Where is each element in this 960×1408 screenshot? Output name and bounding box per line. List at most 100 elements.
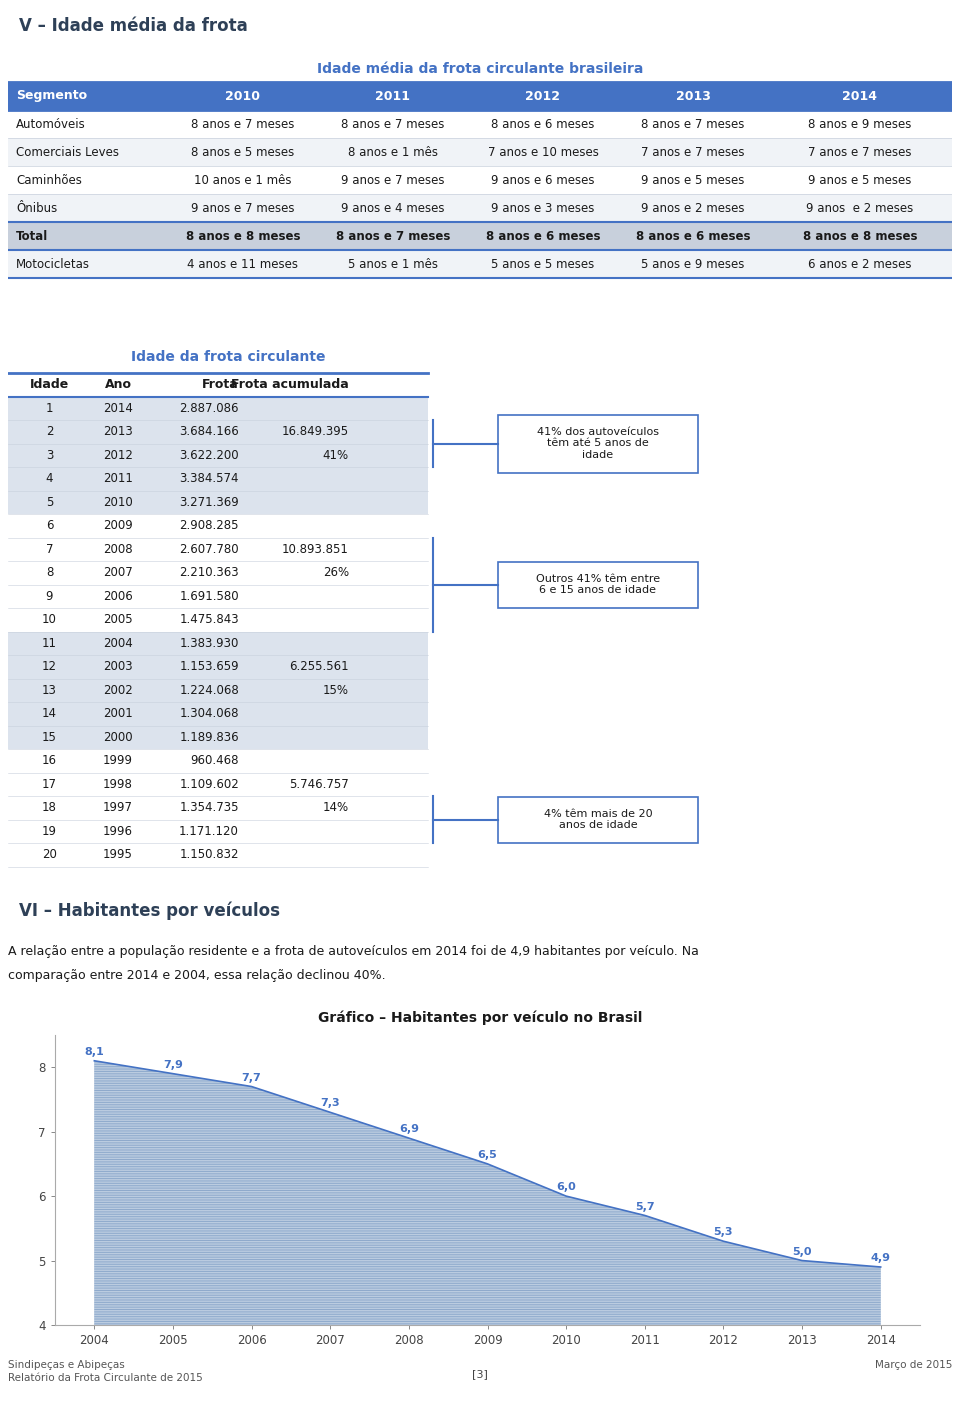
Text: 8 anos e 8 meses: 8 anos e 8 meses xyxy=(185,230,300,242)
Text: 4: 4 xyxy=(46,472,53,486)
Text: Comerciais Leves: Comerciais Leves xyxy=(16,145,119,159)
Text: 1.150.832: 1.150.832 xyxy=(180,848,239,862)
Text: 2014: 2014 xyxy=(843,90,877,103)
Text: 3.384.574: 3.384.574 xyxy=(180,472,239,486)
Text: 6 anos e 2 meses: 6 anos e 2 meses xyxy=(808,258,912,270)
Text: 1.383.930: 1.383.930 xyxy=(180,636,239,649)
Text: 6,5: 6,5 xyxy=(478,1150,497,1160)
Text: 14%: 14% xyxy=(323,801,349,814)
Text: 5 anos e 1 mês: 5 anos e 1 mês xyxy=(348,258,438,270)
Text: 2006: 2006 xyxy=(103,590,132,603)
Text: 7 anos e 7 meses: 7 anos e 7 meses xyxy=(641,145,745,159)
Text: 8 anos e 8 meses: 8 anos e 8 meses xyxy=(803,230,917,242)
Text: 7,7: 7,7 xyxy=(242,1073,261,1083)
Text: 11: 11 xyxy=(42,636,57,649)
Text: Automóveis: Automóveis xyxy=(16,117,85,131)
Text: 13: 13 xyxy=(42,684,57,697)
Text: 15: 15 xyxy=(42,731,57,743)
Text: 8 anos e 6 meses: 8 anos e 6 meses xyxy=(636,230,751,242)
Bar xyxy=(8,138,952,166)
Text: 9 anos e 7 meses: 9 anos e 7 meses xyxy=(341,173,444,186)
Text: 2002: 2002 xyxy=(103,684,132,697)
Text: 2.887.086: 2.887.086 xyxy=(180,401,239,415)
Text: 5 anos e 9 meses: 5 anos e 9 meses xyxy=(641,258,745,270)
Text: 2011: 2011 xyxy=(375,90,411,103)
Text: Segmento: Segmento xyxy=(16,90,87,103)
Text: Frota acumulada: Frota acumulada xyxy=(231,379,349,391)
Text: 17: 17 xyxy=(42,777,57,791)
Text: 1.475.843: 1.475.843 xyxy=(180,614,239,627)
Text: 2012: 2012 xyxy=(103,449,132,462)
Text: 8: 8 xyxy=(46,566,53,579)
Text: 5,0: 5,0 xyxy=(792,1246,812,1257)
Text: 4,9: 4,9 xyxy=(871,1253,891,1263)
Text: 12: 12 xyxy=(42,660,57,673)
Text: comparação entre 2014 e 2004, essa relação declinou 40%.: comparação entre 2014 e 2004, essa relaç… xyxy=(8,970,386,983)
Text: 41% dos autoveículos
têm até 5 anos de
idade: 41% dos autoveículos têm até 5 anos de i… xyxy=(537,427,659,460)
Text: 4 anos e 11 meses: 4 anos e 11 meses xyxy=(187,258,299,270)
Bar xyxy=(8,703,428,725)
Text: V – Idade média da frota: V – Idade média da frota xyxy=(19,17,248,35)
Text: 8 anos e 7 meses: 8 anos e 7 meses xyxy=(336,230,450,242)
Text: Ano: Ano xyxy=(105,379,132,391)
Text: 2014: 2014 xyxy=(103,401,132,415)
Text: 1999: 1999 xyxy=(103,755,133,767)
Bar xyxy=(8,584,428,608)
Bar xyxy=(8,538,428,560)
Text: 1.224.068: 1.224.068 xyxy=(180,684,239,697)
Bar xyxy=(8,796,428,819)
Text: 16: 16 xyxy=(42,755,57,767)
Text: Outros 41% têm entre
6 e 15 anos de idade: Outros 41% têm entre 6 e 15 anos de idad… xyxy=(536,573,660,596)
Text: 1.153.659: 1.153.659 xyxy=(180,660,239,673)
Text: 8 anos e 6 meses: 8 anos e 6 meses xyxy=(492,117,594,131)
Bar xyxy=(8,819,428,843)
Text: 9 anos e 2 meses: 9 anos e 2 meses xyxy=(641,201,745,214)
Text: 2013: 2013 xyxy=(676,90,710,103)
Text: 8,1: 8,1 xyxy=(84,1048,105,1057)
Bar xyxy=(8,82,952,110)
Text: 10.893.851: 10.893.851 xyxy=(282,542,349,556)
Text: 2012: 2012 xyxy=(525,90,561,103)
Text: 7,9: 7,9 xyxy=(163,1060,183,1070)
Bar xyxy=(8,110,952,138)
Text: 3.622.200: 3.622.200 xyxy=(180,449,239,462)
Text: 6.255.561: 6.255.561 xyxy=(289,660,349,673)
Text: 7: 7 xyxy=(46,542,53,556)
Text: Motocicletas: Motocicletas xyxy=(16,258,90,270)
Text: 19: 19 xyxy=(42,825,57,838)
Text: 9 anos e 6 meses: 9 anos e 6 meses xyxy=(492,173,595,186)
Text: 1996: 1996 xyxy=(103,825,133,838)
Text: 2000: 2000 xyxy=(103,731,132,743)
Text: 3.271.369: 3.271.369 xyxy=(180,496,239,508)
Text: 8 anos e 5 meses: 8 anos e 5 meses xyxy=(191,145,295,159)
Text: 7,3: 7,3 xyxy=(321,1098,340,1108)
Text: 1998: 1998 xyxy=(103,777,132,791)
Text: 6,0: 6,0 xyxy=(556,1183,576,1193)
FancyBboxPatch shape xyxy=(498,797,698,842)
Text: 1.304.068: 1.304.068 xyxy=(180,707,239,721)
Bar xyxy=(8,843,428,866)
Text: Idade: Idade xyxy=(30,379,69,391)
Bar xyxy=(8,632,428,655)
Text: 1: 1 xyxy=(46,401,53,415)
Text: 9: 9 xyxy=(46,590,53,603)
Text: 9 anos e 5 meses: 9 anos e 5 meses xyxy=(808,173,912,186)
Text: 41%: 41% xyxy=(323,449,349,462)
Text: Sindipeças e Abipeças
Relatório da Frota Circulante de 2015: Sindipeças e Abipeças Relatório da Frota… xyxy=(8,1360,203,1384)
Text: 2001: 2001 xyxy=(103,707,132,721)
Text: 2010: 2010 xyxy=(103,496,132,508)
Text: 8 anos e 7 meses: 8 anos e 7 meses xyxy=(191,117,295,131)
Bar xyxy=(8,444,428,467)
Text: 2013: 2013 xyxy=(103,425,132,438)
Bar xyxy=(8,560,428,584)
Text: Idade da frota circulante: Idade da frota circulante xyxy=(131,351,325,365)
Text: 10: 10 xyxy=(42,614,57,627)
Text: 3.684.166: 3.684.166 xyxy=(180,425,239,438)
Text: 2007: 2007 xyxy=(103,566,132,579)
Text: 2.607.780: 2.607.780 xyxy=(180,542,239,556)
Bar xyxy=(8,679,428,703)
Text: 2003: 2003 xyxy=(103,660,132,673)
Text: 7 anos e 10 meses: 7 anos e 10 meses xyxy=(488,145,598,159)
Text: Frota: Frota xyxy=(203,379,239,391)
Text: 1997: 1997 xyxy=(103,801,133,814)
